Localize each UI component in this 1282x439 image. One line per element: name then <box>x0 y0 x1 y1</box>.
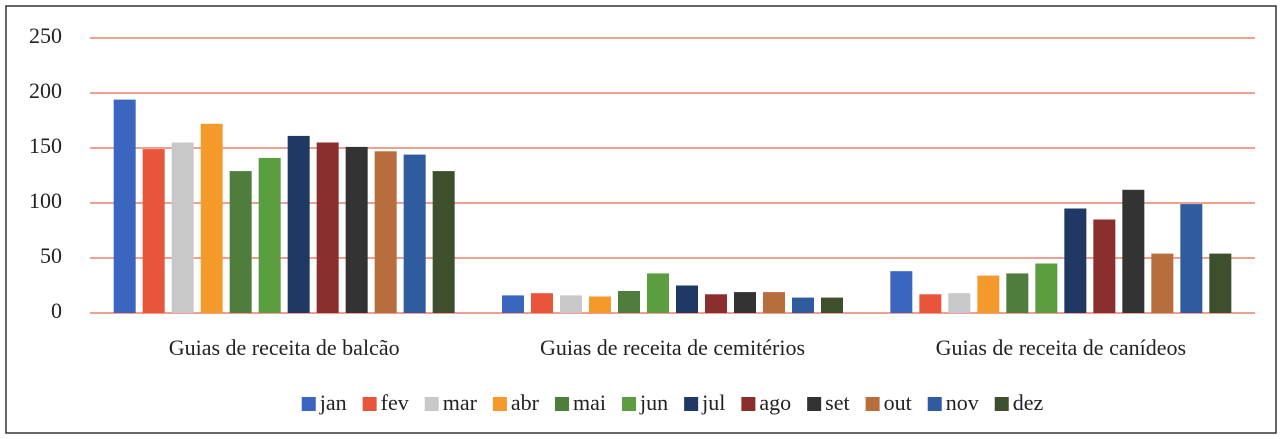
legend-label: ago <box>759 390 791 415</box>
x-tick-label: Guias de receita de cemitérios <box>540 335 805 360</box>
bar <box>560 295 582 313</box>
bar <box>531 293 553 313</box>
bar <box>890 271 913 313</box>
y-tick-label: 150 <box>29 133 62 158</box>
y-tick-label: 200 <box>29 78 62 103</box>
y-tick-label: 50 <box>40 243 62 268</box>
bar <box>1151 253 1174 313</box>
x-tick-label: Guias de receita de canídeos <box>936 335 1186 360</box>
bar <box>977 275 1000 313</box>
bar <box>821 297 843 313</box>
bar <box>142 149 165 313</box>
legend-label: fev <box>381 390 409 415</box>
bar <box>316 142 339 313</box>
bar <box>113 99 136 313</box>
legend-swatch <box>362 397 377 411</box>
x-tick-label: Guias de receita de balcão <box>169 335 400 360</box>
legend-swatch <box>555 397 570 411</box>
bar <box>432 171 455 313</box>
y-tick-label: 250 <box>29 23 62 48</box>
legend-label: jul <box>701 390 725 415</box>
bar <box>345 146 368 313</box>
bar <box>618 291 640 313</box>
bar <box>647 273 669 313</box>
chart-frame <box>5 5 1277 434</box>
legend-swatch <box>622 397 637 411</box>
legend-swatch <box>927 397 942 411</box>
legend-label: abr <box>511 390 540 415</box>
bar <box>502 295 524 313</box>
legend-label: dez <box>1013 390 1044 415</box>
bar <box>200 123 223 313</box>
legend-label: out <box>884 390 912 415</box>
bar <box>589 296 611 313</box>
bar <box>1122 189 1145 313</box>
legend-swatch <box>865 397 880 411</box>
legend-swatch <box>741 397 756 411</box>
legend-swatch <box>424 397 439 411</box>
bar <box>374 151 397 313</box>
legend-label: nov <box>946 390 979 415</box>
bar <box>1093 219 1116 313</box>
legend-label: mai <box>573 390 606 415</box>
bar <box>1035 263 1058 313</box>
bar <box>705 294 727 313</box>
bar <box>171 142 194 313</box>
bar <box>763 292 785 313</box>
legend-label: jun <box>639 390 668 415</box>
bar <box>287 135 310 313</box>
legend-swatch <box>301 397 316 411</box>
bar <box>1209 253 1232 313</box>
bar <box>1180 204 1203 313</box>
bar <box>734 292 756 313</box>
bar <box>1064 208 1087 313</box>
bar <box>919 294 942 313</box>
legend-swatch <box>807 397 822 411</box>
legend-label: set <box>825 390 849 415</box>
bar <box>229 171 252 313</box>
legend-swatch <box>492 397 507 411</box>
y-tick-label: 0 <box>51 298 62 323</box>
bar <box>403 154 426 313</box>
bar <box>1006 273 1029 313</box>
legend-label: jan <box>319 390 347 415</box>
bar <box>676 285 698 313</box>
bar <box>792 297 814 313</box>
y-tick-label: 100 <box>29 188 62 213</box>
legend-swatch <box>994 397 1009 411</box>
legend-label: mar <box>443 390 478 415</box>
legend-swatch <box>684 397 699 411</box>
bar <box>258 157 281 313</box>
bar <box>948 293 971 313</box>
